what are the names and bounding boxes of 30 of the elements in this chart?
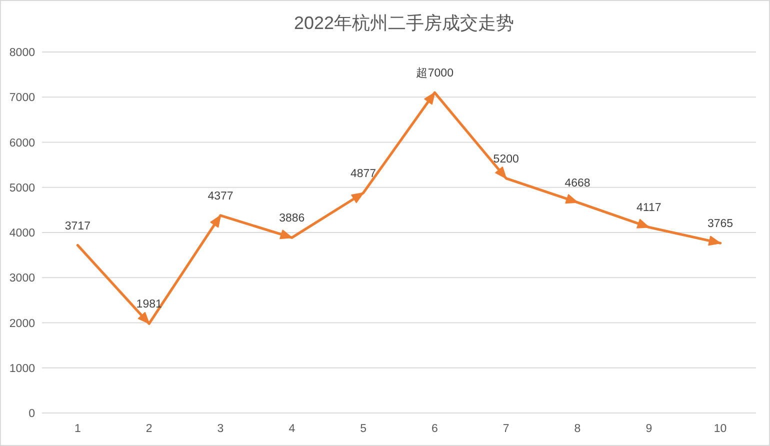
x-tick-label: 4 bbox=[288, 423, 296, 435]
x-tick-label: 10 bbox=[714, 423, 727, 435]
y-tick-label: 6000 bbox=[9, 137, 35, 150]
data-label: 4117 bbox=[636, 202, 662, 214]
data-label: 3886 bbox=[279, 212, 305, 225]
y-tick-label: 2000 bbox=[9, 318, 35, 330]
chart-title: 2022年杭州二手房成交走势 bbox=[294, 13, 514, 33]
y-tick-label: 3000 bbox=[9, 272, 35, 285]
x-tick-label: 9 bbox=[646, 423, 652, 435]
x-tick-label: 5 bbox=[360, 423, 367, 435]
x-tick-label: 1 bbox=[74, 423, 81, 435]
y-tick-label: 8000 bbox=[9, 47, 35, 59]
y-tick-label: 4000 bbox=[9, 228, 35, 240]
data-label: 3765 bbox=[708, 218, 734, 230]
y-tick-label: 5000 bbox=[9, 182, 35, 194]
y-tick-label: 0 bbox=[28, 408, 35, 420]
data-label: 4377 bbox=[208, 190, 234, 202]
data-label: 4877 bbox=[350, 168, 376, 180]
data-label: 4668 bbox=[564, 177, 590, 190]
x-tick-label: 7 bbox=[502, 423, 510, 435]
x-tick-label: 2 bbox=[146, 423, 152, 435]
y-tick-label: 1000 bbox=[9, 362, 35, 375]
data-label: 超7000 bbox=[416, 66, 454, 80]
data-label: 1981 bbox=[136, 298, 162, 311]
y-tick-label: 7000 bbox=[9, 92, 35, 104]
x-tick-label: 8 bbox=[574, 423, 581, 435]
x-tick-label: 6 bbox=[431, 423, 438, 435]
x-tick-label: 3 bbox=[217, 423, 224, 435]
data-label: 3717 bbox=[64, 220, 90, 232]
data-label: 5200 bbox=[493, 153, 519, 166]
